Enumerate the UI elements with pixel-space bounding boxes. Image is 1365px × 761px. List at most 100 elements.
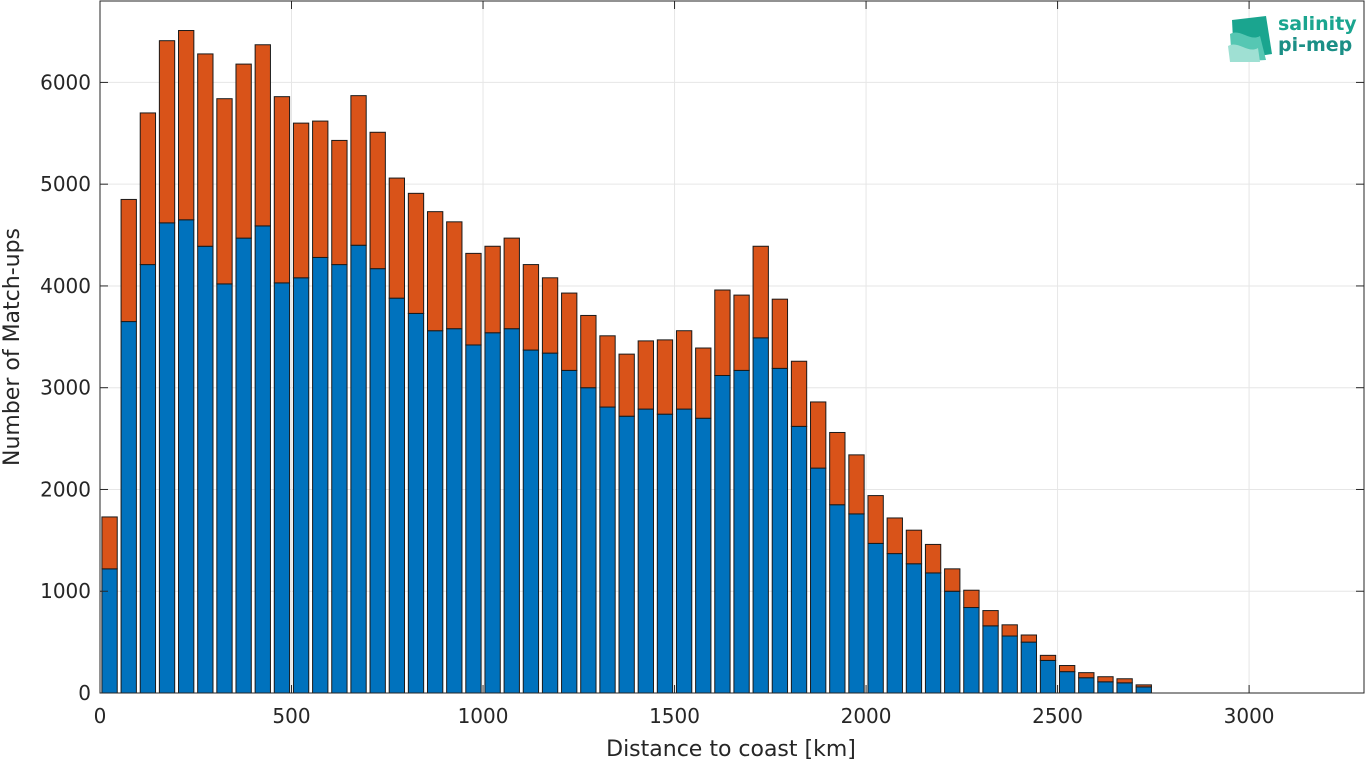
axes-frame (99, 0, 1365, 694)
bar-series-2 (139, 112, 157, 266)
bar-series-2 (331, 139, 348, 266)
bar-series-2 (695, 347, 712, 419)
bar-series-2 (886, 517, 903, 555)
bar-series-2 (1058, 665, 1076, 673)
plot-frame (99, 0, 1365, 694)
bar-series-1 (139, 264, 157, 694)
bar-series-1 (829, 504, 846, 694)
bar-series-2 (733, 294, 750, 371)
x-tick-label: 2500 (1032, 704, 1083, 728)
bar-series-1 (273, 282, 291, 694)
bar-series-1 (848, 513, 865, 694)
bar-series-1 (656, 413, 674, 694)
bar-series-1 (292, 277, 310, 694)
bar-series-2 (503, 237, 520, 330)
bar-series-1 (388, 297, 406, 694)
bar-series-2 (1116, 678, 1133, 684)
bar-series-2 (1001, 624, 1018, 637)
bar-series-1 (407, 312, 425, 694)
bar-series-2 (675, 330, 693, 410)
bar-series-1 (599, 406, 616, 694)
bar-series-1 (924, 572, 942, 694)
bar-series-1 (771, 367, 789, 694)
bar-series-2 (1039, 654, 1057, 661)
bar-series-1 (944, 590, 961, 694)
bar-series-1 (312, 256, 329, 694)
bar-series-1 (1116, 682, 1133, 694)
bar-series-1 (522, 349, 540, 694)
bar-series-1 (695, 417, 712, 694)
bar-series-2 (369, 131, 386, 270)
logo-line-2: pi-mep (1278, 34, 1353, 56)
y-tick-labels: 0 1000 2000 3000 4000 5000 6000 (40, 70, 91, 705)
y-tick-label: 3000 (40, 376, 91, 400)
bar-series-1 (1135, 686, 1152, 694)
bar-series-1 (120, 321, 137, 694)
bar-series-2 (120, 198, 137, 323)
y-tick-label: 2000 (40, 477, 91, 501)
bar-series-1 (484, 332, 501, 694)
x-tick-label: 2000 (841, 704, 892, 728)
bar-series-1 (465, 344, 482, 694)
bar-series-1 (235, 237, 252, 694)
bar-series-1 (541, 352, 559, 694)
bar-series-2 (426, 211, 444, 332)
bar-series-1 (580, 387, 597, 694)
bar-series-1 (675, 408, 693, 694)
bar-series-2 (752, 245, 769, 339)
bar-series-1 (733, 369, 750, 694)
bar-series-2 (254, 44, 271, 227)
bar-series-2 (580, 314, 597, 389)
bar-series-2 (178, 30, 195, 221)
bar-series-1 (197, 245, 214, 694)
bar-series-2 (963, 589, 980, 609)
bar-series-2 (101, 516, 118, 570)
bar-series-2 (829, 431, 846, 506)
bar-series-1 (1020, 641, 1038, 694)
bar-series-2 (771, 298, 789, 369)
bar-series-1 (369, 268, 386, 694)
bar-series-2 (388, 177, 406, 299)
bar-series-2 (1078, 672, 1095, 679)
y-tick-label: 5000 (40, 172, 91, 196)
bar-series-2 (465, 252, 482, 346)
bar-series-2 (407, 192, 425, 314)
bar-series-2 (197, 53, 214, 247)
x-axis-title: Distance to coast [km] (606, 737, 856, 761)
bar-series-2 (561, 292, 578, 371)
bar-series-1 (905, 563, 923, 694)
bar-series-2 (714, 289, 731, 376)
y-tick-label: 0 (78, 681, 91, 705)
bar-series-1 (254, 225, 271, 694)
bar-series-2 (656, 339, 674, 415)
y-tick-label: 1000 (40, 579, 91, 603)
bar-series-2 (599, 335, 616, 408)
bar-series-2 (618, 353, 635, 417)
bar-series-1 (158, 222, 176, 694)
bar-series-1 (714, 374, 731, 694)
bar-series-1 (790, 425, 808, 694)
bar-series-2 (292, 122, 310, 279)
bar-series-2 (1135, 684, 1152, 688)
logo-line-1: salinity (1278, 13, 1357, 35)
bar-series-1 (867, 542, 884, 694)
bar-series-1 (886, 553, 903, 694)
bar-series-1 (752, 337, 769, 694)
bar-series-2 (944, 568, 961, 592)
bar-series-2 (905, 529, 923, 565)
y-tick-label: 4000 (40, 274, 91, 298)
bar-series-1 (446, 328, 463, 694)
x-tick-label: 1500 (649, 704, 700, 728)
logo-wave-icon (1228, 16, 1272, 62)
bar-series-1 (637, 408, 654, 694)
bar-series-2 (924, 543, 942, 574)
bar-series-2 (216, 98, 233, 285)
bar-series-2 (158, 40, 176, 224)
bar-series-1 (1039, 659, 1057, 694)
bars-layer (101, 30, 1152, 694)
bar-series-1 (810, 467, 827, 694)
bar-series-1 (618, 415, 635, 694)
x-tick-label: 3000 (1224, 704, 1275, 728)
bar-series-1 (101, 568, 118, 694)
